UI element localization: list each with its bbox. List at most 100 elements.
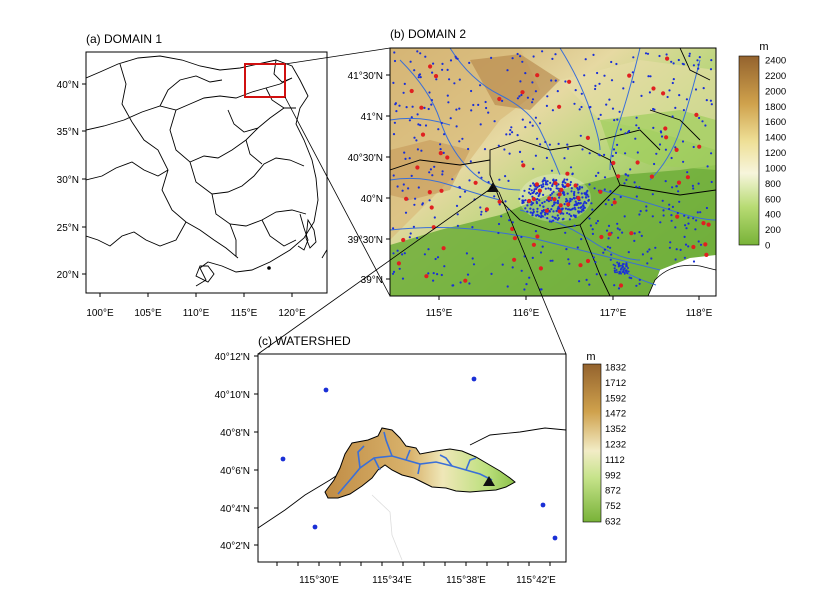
station-point bbox=[510, 131, 514, 134]
station-point bbox=[419, 52, 422, 55]
watershed-basin bbox=[324, 427, 516, 499]
station-point bbox=[571, 172, 574, 175]
station-point-red bbox=[627, 73, 632, 78]
station-point bbox=[441, 173, 444, 176]
panel-a-y-tick: 25°N bbox=[57, 223, 79, 234]
station-point bbox=[567, 258, 570, 261]
station-point bbox=[569, 181, 573, 184]
station-point bbox=[603, 188, 606, 191]
station-point bbox=[535, 214, 538, 217]
station-point bbox=[616, 118, 619, 121]
station-point bbox=[613, 119, 616, 122]
station-point bbox=[594, 261, 597, 264]
station-point bbox=[575, 202, 578, 205]
station-point bbox=[591, 208, 594, 211]
station-point bbox=[692, 260, 696, 263]
station-point bbox=[524, 207, 527, 210]
station-point bbox=[393, 51, 396, 54]
station-point bbox=[428, 199, 431, 202]
station-point bbox=[603, 74, 606, 77]
station-point-red bbox=[585, 258, 591, 264]
station-point bbox=[627, 251, 630, 254]
station-point bbox=[542, 205, 545, 208]
station-point bbox=[566, 212, 569, 215]
station-point-red bbox=[409, 88, 414, 94]
station-point bbox=[619, 271, 622, 274]
station-point bbox=[417, 76, 420, 79]
station-point bbox=[521, 60, 524, 63]
station-point bbox=[675, 185, 678, 188]
station-point bbox=[443, 133, 446, 136]
station-point bbox=[539, 143, 542, 146]
station-point-red bbox=[497, 96, 502, 102]
panel-c-colorbar-label: 1832 bbox=[605, 363, 626, 374]
station-point bbox=[633, 181, 636, 184]
station-point bbox=[573, 194, 576, 197]
station-point bbox=[552, 190, 555, 193]
station-point bbox=[535, 187, 538, 190]
station-point bbox=[573, 102, 576, 105]
panel-a-y-tick: 30°N bbox=[57, 175, 79, 186]
station-point bbox=[619, 128, 623, 131]
station-point bbox=[518, 150, 522, 154]
station-point bbox=[554, 53, 557, 56]
station-point bbox=[428, 171, 431, 174]
station-point bbox=[526, 210, 529, 213]
island-dot bbox=[267, 266, 271, 270]
station-point bbox=[555, 179, 558, 182]
station-point bbox=[710, 152, 713, 155]
station-point bbox=[468, 282, 471, 285]
station-point bbox=[706, 165, 709, 168]
station-point-red bbox=[401, 237, 406, 243]
station-point bbox=[416, 50, 419, 53]
station-point bbox=[434, 257, 437, 261]
station-point bbox=[447, 101, 450, 104]
station-point bbox=[540, 186, 544, 189]
panel-b-colorbar-label: 1400 bbox=[765, 133, 786, 144]
station-point bbox=[541, 50, 544, 53]
station-point bbox=[710, 180, 713, 184]
station-point bbox=[683, 214, 686, 217]
station-point bbox=[664, 148, 668, 151]
station-point bbox=[613, 284, 616, 287]
station-point bbox=[605, 229, 609, 232]
station-point bbox=[529, 121, 532, 124]
station-point bbox=[564, 181, 567, 184]
station-point bbox=[501, 99, 504, 102]
station-point bbox=[458, 78, 461, 81]
station-point bbox=[625, 263, 628, 266]
panel-a-y-axis: 40°N 35°N 30°N 25°N 20°N bbox=[57, 80, 86, 281]
station-point bbox=[446, 68, 449, 71]
station-point bbox=[477, 171, 480, 174]
station-point bbox=[638, 186, 641, 189]
station-point bbox=[511, 221, 514, 224]
station-point bbox=[439, 143, 442, 146]
station-point bbox=[451, 284, 454, 287]
station-point bbox=[432, 279, 435, 282]
station-point bbox=[544, 179, 547, 182]
station-point bbox=[516, 52, 519, 56]
station-point bbox=[622, 268, 625, 271]
station-point bbox=[413, 136, 416, 139]
station-point bbox=[497, 144, 500, 147]
station-point bbox=[616, 271, 618, 274]
station-point bbox=[688, 54, 691, 58]
station-point bbox=[550, 169, 554, 172]
station-point bbox=[653, 162, 656, 166]
station-point-red bbox=[649, 174, 655, 179]
station-point bbox=[580, 105, 583, 109]
station-point bbox=[551, 204, 554, 208]
station-point bbox=[401, 189, 404, 192]
station-point bbox=[563, 157, 566, 160]
station-point bbox=[570, 187, 573, 190]
station-point bbox=[504, 175, 507, 178]
panel-b-colorbar: m 24002200200018001600140012001000800600… bbox=[738, 41, 786, 252]
station-point bbox=[562, 212, 565, 215]
station-point bbox=[527, 191, 531, 194]
station-point bbox=[396, 249, 399, 252]
station-point bbox=[580, 210, 583, 213]
station-point bbox=[581, 186, 584, 189]
station-point bbox=[421, 203, 424, 206]
station-point bbox=[508, 219, 511, 222]
station-point bbox=[581, 196, 584, 199]
